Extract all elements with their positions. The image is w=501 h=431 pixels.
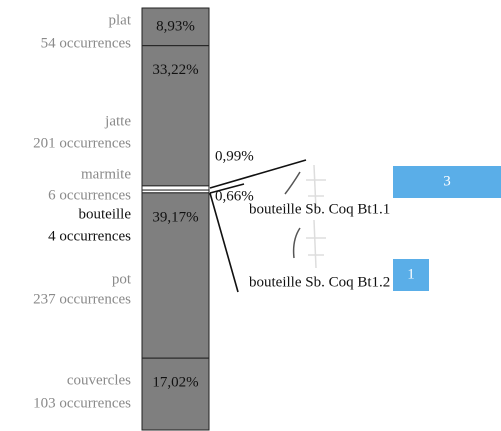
occurrence-label: 201 occurrences xyxy=(33,135,131,151)
value-label: 39,17% xyxy=(152,209,198,225)
sketch xyxy=(292,227,301,259)
occurrence-label: 103 occurrences xyxy=(33,395,131,411)
category-label: jatte xyxy=(104,113,131,129)
bar xyxy=(393,166,501,198)
category-label: plat xyxy=(109,12,132,28)
category-label: pot xyxy=(112,271,132,287)
category-label: bouteille xyxy=(79,206,132,222)
value-label: 0,99% xyxy=(215,148,254,164)
sketches xyxy=(284,164,326,269)
connector xyxy=(209,183,245,194)
occurrence-label: 54 occurrences xyxy=(41,35,132,51)
value-label: 8,93% xyxy=(156,18,195,34)
item-label: bouteille Sb. Coq Bt1.1 xyxy=(249,201,390,217)
bar-segment xyxy=(141,357,210,431)
occurrence-label: 6 occurrences xyxy=(48,187,131,203)
bar-segment xyxy=(141,7,210,47)
value-label: 17,02% xyxy=(152,375,198,391)
bar xyxy=(393,259,429,291)
category-label: marmite xyxy=(81,166,131,182)
sketch xyxy=(306,219,326,269)
bar-segment xyxy=(141,45,210,187)
occurrence-label: 237 occurrences xyxy=(33,291,131,307)
bar-segment xyxy=(141,185,210,191)
connectors xyxy=(209,159,307,293)
connector xyxy=(209,159,307,189)
value-label: 1 xyxy=(407,266,415,282)
sketch xyxy=(284,171,301,195)
connector xyxy=(209,192,239,293)
item-label: bouteille Sb. Coq Bt1.2 xyxy=(249,274,390,290)
value-label: 33,22% xyxy=(152,62,198,78)
sketch xyxy=(306,164,326,211)
category-label: couvercles xyxy=(67,372,131,388)
value-label: 0,66% xyxy=(215,188,254,204)
value-label: 3 xyxy=(443,173,451,189)
occurrence-label: 4 occurrences xyxy=(48,228,131,244)
